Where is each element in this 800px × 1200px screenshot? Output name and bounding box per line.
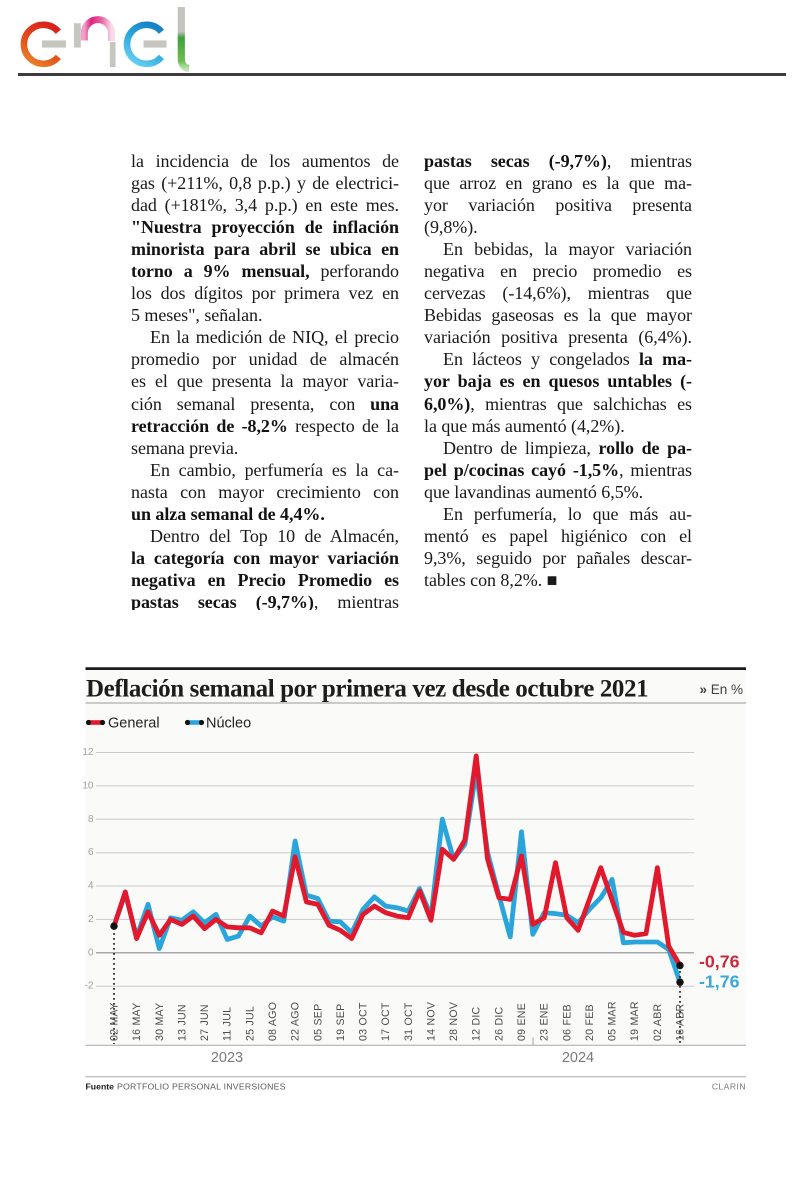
- svg-text:-1,76: -1,76: [699, 972, 740, 992]
- svg-text:-0,76: -0,76: [699, 952, 740, 972]
- svg-text:19 MAR: 19 MAR: [629, 1001, 641, 1041]
- svg-text:02 MAY: 02 MAY: [109, 1003, 121, 1041]
- svg-text:6: 6: [88, 847, 94, 858]
- svg-text:2023: 2023: [211, 1050, 243, 1066]
- svg-text:16 MAY: 16 MAY: [131, 1003, 143, 1041]
- svg-text:4: 4: [88, 881, 94, 892]
- svg-text:20 FEB: 20 FEB: [584, 1004, 596, 1041]
- svg-text:10: 10: [82, 780, 94, 791]
- svg-text:06 FEB: 06 FEB: [561, 1004, 573, 1041]
- svg-text:27 JUN: 27 JUN: [199, 1004, 211, 1041]
- svg-text:Deflación semanal por primera: Deflación semanal por primera vez desde …: [86, 676, 648, 703]
- svg-text:30 MAY: 30 MAY: [154, 1003, 166, 1041]
- svg-text:0: 0: [88, 947, 94, 958]
- svg-text:8: 8: [88, 814, 94, 825]
- svg-text:-2: -2: [85, 981, 94, 992]
- svg-text:25 JUL: 25 JUL: [244, 1006, 256, 1041]
- svg-text:26 DIC: 26 DIC: [493, 1006, 505, 1041]
- svg-text:13 JUN: 13 JUN: [176, 1004, 188, 1041]
- svg-text:2: 2: [88, 914, 94, 925]
- svg-text:19 SEP: 19 SEP: [335, 1004, 347, 1041]
- svg-text:08 AGO: 08 AGO: [267, 1002, 279, 1041]
- svg-text:09 ENE: 09 ENE: [516, 1003, 528, 1041]
- svg-text:31 OCT: 31 OCT: [403, 1002, 415, 1041]
- svg-text:17 OCT: 17 OCT: [380, 1002, 392, 1041]
- svg-text:22 AGO: 22 AGO: [290, 1002, 302, 1041]
- svg-text:14 NOV: 14 NOV: [426, 1001, 438, 1041]
- svg-text:03 OCT: 03 OCT: [358, 1002, 370, 1041]
- svg-text:General: General: [108, 716, 160, 732]
- svg-text:02 ABR: 02 ABR: [652, 1003, 664, 1041]
- svg-text:12 DIC: 12 DIC: [471, 1006, 483, 1041]
- svg-text:CLARIN: CLARIN: [712, 1082, 746, 1092]
- svg-text:11 JUL: 11 JUL: [222, 1007, 234, 1041]
- svg-text:Núcleo: Núcleo: [206, 716, 251, 732]
- svg-text:23 ENE: 23 ENE: [539, 1003, 551, 1041]
- svg-text:12: 12: [82, 747, 94, 758]
- svg-text:05 MAR: 05 MAR: [607, 1001, 619, 1041]
- svg-text:28 NOV: 28 NOV: [448, 1001, 460, 1041]
- svg-text:05 SEP: 05 SEP: [312, 1004, 324, 1041]
- svg-text:16 ABR: 16 ABR: [675, 1003, 687, 1041]
- svg-text:» En %: » En %: [699, 682, 743, 697]
- svg-text:2024: 2024: [562, 1050, 594, 1066]
